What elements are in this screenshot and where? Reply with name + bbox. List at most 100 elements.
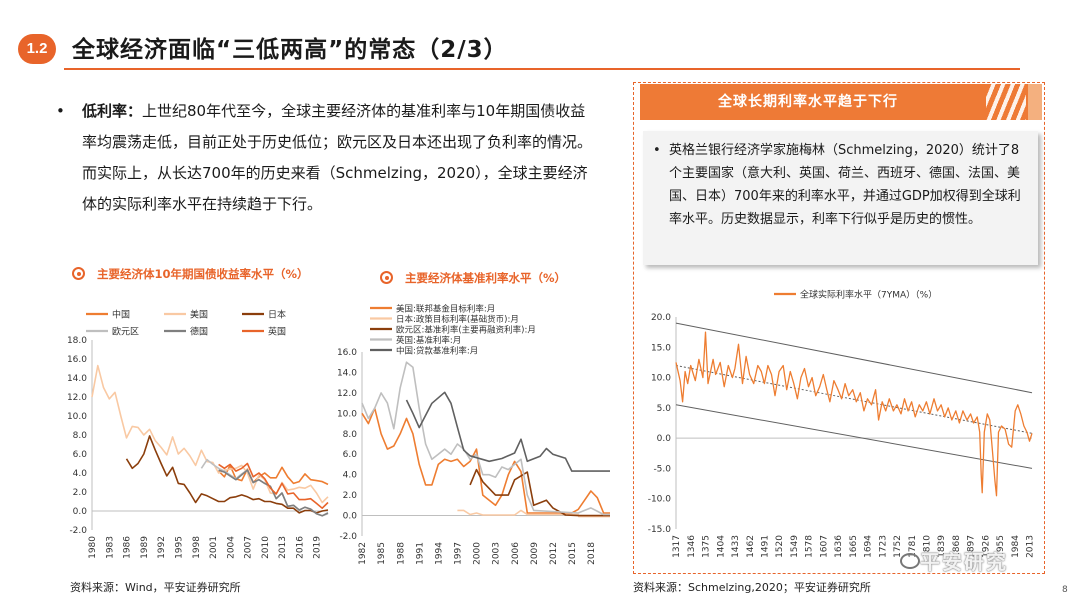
x-tick-label: 1995 [174, 536, 184, 559]
series-line [200, 458, 329, 517]
section-badge: 1.2 [18, 34, 56, 64]
x-tick-label: 1665 [849, 535, 859, 558]
x-tick-label: 1549 [790, 535, 800, 558]
x-tick-label: 1375 [702, 535, 712, 558]
middle-chart-title-text: 主要经济体基准利率水平（%） [405, 271, 567, 285]
legend-label: 美国:联邦基金目标利率:月 [396, 304, 495, 315]
title-divider [64, 68, 1020, 70]
x-tick-label: 1897 [967, 535, 977, 558]
legend-label: 日本:政策目标利率(基础货币):月 [396, 314, 519, 325]
series-line [361, 361, 610, 516]
series-line [218, 469, 329, 517]
middle-chart-title: 主要经济体基准利率水平（%） [380, 270, 566, 286]
series-line [675, 331, 1033, 497]
left-chart-title: 主要经济体10年期国债收益率水平（%） [72, 266, 309, 282]
y-tick-label: 12.0 [67, 393, 87, 403]
x-tick-label: 1983 [105, 536, 115, 559]
y-tick-label: 8.0 [343, 430, 358, 440]
x-tick-label: 2019 [313, 536, 323, 559]
series-line [361, 407, 610, 514]
y-tick-label: -2.0 [69, 526, 87, 536]
y-tick-label: 15.0 [651, 343, 671, 353]
y-tick-label: 4.0 [343, 471, 358, 481]
y-tick-label: 10.0 [651, 374, 671, 384]
bullet-icon: • [653, 143, 661, 158]
x-tick-label: 1404 [716, 535, 726, 558]
x-tick-label: 1694 [864, 535, 874, 558]
global-real-rate-chart: -15.0 -10.0 -5.0 0.0 5.0 10.0 15.0 20.0 1317 1346… [648, 289, 1036, 558]
legend-label: 中国:贷款基准利率:月 [396, 346, 478, 357]
x-tick-label: 2013 [278, 536, 288, 559]
x-tick-label: 2001 [209, 536, 219, 559]
y-tick-label: 0.0 [343, 512, 358, 522]
bullet-icon: • [56, 102, 65, 120]
y-tick-label: 6.0 [73, 450, 88, 460]
x-tick-label: 1982 [358, 542, 368, 565]
x-tick-label: 1998 [192, 536, 202, 559]
x-tick-label: 2016 [295, 536, 305, 559]
x-tick-label: 1955 [996, 535, 1006, 558]
x-tick-label: 2003 [492, 542, 502, 565]
channel-lower-line [675, 404, 1033, 469]
legend-label: 日本 [268, 309, 286, 321]
x-tick-label: 1607 [819, 535, 829, 558]
x-tick-label: 1988 [396, 542, 406, 565]
bond-yield-chart: -2.0 0.0 2.0 4.0 6.0 8.0 10.0 12.0 14.0 16.0 18.0 1… [67, 309, 329, 559]
x-tick-label: 2015 [568, 542, 578, 565]
x-tick-label: 2012 [549, 542, 559, 565]
x-tick-label: 2006 [511, 542, 521, 565]
y-tick-label: -15.0 [648, 525, 672, 535]
x-tick-label: 1991 [415, 542, 425, 565]
x-tick-label: 1317 [672, 535, 682, 558]
y-tick-label: 2.0 [343, 491, 358, 501]
legend-label: 中国 [112, 309, 130, 321]
x-tick-label: 1781 [908, 535, 918, 558]
x-tick-label: 2018 [587, 542, 597, 565]
y-tick-label: 6.0 [343, 450, 358, 460]
target-icon [380, 271, 393, 284]
right-panel [633, 82, 1045, 574]
x-tick-label: 1346 [687, 535, 697, 558]
x-tick-label: 1926 [981, 535, 991, 558]
y-tick-label: 10.0 [337, 409, 357, 419]
x-tick-label: 1986 [123, 536, 133, 559]
series-line [405, 391, 610, 472]
y-tick-label: -2.0 [339, 532, 357, 542]
y-tick-label: 20.0 [651, 313, 671, 323]
x-tick-label: 2000 [473, 542, 483, 565]
y-tick-label: 5.0 [657, 404, 672, 414]
x-tick-label: 1868 [952, 535, 962, 558]
y-tick-label: 0.0 [73, 507, 88, 517]
stripe-decoration [986, 84, 1026, 120]
y-tick-label: -5.0 [653, 464, 671, 474]
x-tick-label: 1992 [157, 536, 167, 559]
x-tick-label: 1985 [377, 542, 387, 565]
watermark-icon [900, 553, 920, 569]
y-tick-label: 10.0 [67, 412, 87, 422]
policy-rate-chart: -2.0 0.0 2.0 4.0 6.0 8.0 10.0 12.0 14.0 16.0 1982 1… [337, 304, 610, 565]
legend-label: 英国:基准利率:月 [396, 335, 461, 346]
x-tick-label: 1839 [937, 535, 947, 558]
x-tick-label: 1433 [731, 535, 741, 558]
stripe-block [1028, 84, 1042, 120]
x-tick-label: 1462 [746, 535, 756, 558]
intro-lead: 低利率： [82, 102, 143, 120]
intro-text: 上世纪80年代至今，全球主要经济体的基准利率与10年期国债收益率均震荡走低，目前… [82, 102, 593, 213]
channel-upper-line [675, 322, 1033, 394]
x-tick-label: 2009 [530, 542, 540, 565]
legend-label: 全球实际利率水平（7YMA）（%） [800, 289, 937, 301]
y-tick-label: 0.0 [657, 434, 672, 444]
x-tick-label: 2007 [244, 536, 254, 559]
y-tick-label: 2.0 [73, 488, 88, 498]
right-panel-header: 全球长期利率水平趋于下行 [640, 84, 1042, 120]
intro-paragraph: • 低利率：上世纪80年代至今，全球主要经济体的基准利率与10年期国债收益率均震… [56, 96, 596, 220]
page-title: 全球经济面临“三低两高”的常态（2/3） [72, 37, 508, 63]
left-source: 资料来源：Wind，平安证券研究所 [70, 581, 241, 594]
x-tick-label: 1491 [761, 535, 771, 558]
note-box: • 英格兰银行经济学家施梅林（Schmelzing，2020）统计了8个主要国家… [643, 131, 1038, 265]
y-tick-label: 14.0 [337, 368, 357, 378]
watermark: 平安研究 [894, 546, 1008, 575]
y-tick-label: 16.0 [67, 355, 87, 365]
right-source: 资料来源：Schmelzing,2020；平安证券研究所 [633, 581, 871, 594]
series-line [469, 468, 610, 517]
